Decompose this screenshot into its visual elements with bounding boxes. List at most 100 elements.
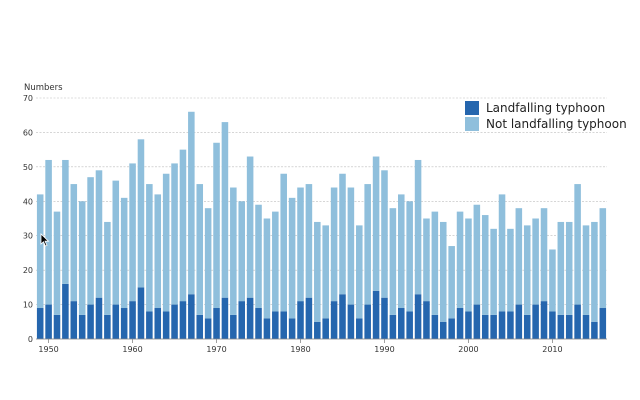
bar-not-landfalling	[137, 139, 145, 288]
bar-not-landfalling	[255, 204, 262, 309]
bar-landfalling	[255, 308, 262, 339]
y-tick-label: 0	[28, 335, 33, 344]
bar-landfalling	[230, 314, 237, 339]
bar-not-landfalling	[423, 218, 430, 302]
bar-not-landfalling	[591, 221, 598, 322]
x-tick-label: 1960	[122, 345, 142, 354]
bar-landfalling	[188, 294, 195, 339]
bar-landfalling	[204, 318, 212, 339]
bar-landfalling	[599, 308, 607, 339]
bar-landfalling	[280, 311, 287, 339]
bar-not-landfalling	[305, 184, 313, 298]
bar-not-landfalling	[549, 249, 556, 312]
bar-landfalling	[582, 314, 590, 339]
bar-landfalling	[95, 297, 103, 339]
bar-not-landfalling	[272, 211, 279, 312]
bar-not-landfalling	[162, 173, 170, 312]
bar-landfalling	[213, 308, 220, 339]
bar-not-landfalling	[465, 218, 472, 312]
x-tick-label: 2010	[542, 345, 562, 354]
bar-not-landfalling	[288, 197, 296, 319]
bar-landfalling	[146, 311, 153, 339]
bar-not-landfalling	[280, 173, 287, 312]
bar-landfalling	[179, 301, 187, 339]
bar-landfalling	[532, 304, 539, 339]
bar-landfalling	[431, 314, 439, 339]
bar-not-landfalling	[557, 221, 565, 315]
bar-landfalling	[456, 308, 464, 339]
bar-not-landfalling	[204, 208, 212, 319]
bar-landfalling	[448, 318, 455, 339]
bar-landfalling	[591, 321, 598, 339]
bar-landfalling	[263, 318, 271, 339]
bar-not-landfalling	[120, 197, 128, 309]
bar-not-landfalling	[565, 221, 573, 315]
bar-not-landfalling	[213, 142, 220, 309]
bar-not-landfalling	[414, 159, 422, 295]
bar-landfalling	[221, 297, 229, 339]
x-tick-label: 1990	[374, 345, 394, 354]
y-axis: 0 10 20 30 40 50 60 70	[23, 94, 33, 344]
bar-not-landfalling	[196, 184, 204, 315]
bar-landfalling	[389, 314, 397, 339]
bar-not-landfalling	[599, 208, 607, 309]
bar-landfalling	[414, 294, 422, 339]
bar-not-landfalling	[481, 215, 489, 315]
bar-landfalling	[356, 318, 363, 339]
bar-not-landfalling	[490, 228, 497, 315]
bar-landfalling	[347, 304, 355, 339]
bar-landfalling	[45, 304, 52, 339]
bar-not-landfalling	[154, 194, 162, 309]
bar-landfalling	[523, 314, 531, 339]
bar-landfalling	[481, 314, 489, 339]
bar-landfalling	[171, 304, 178, 339]
bar-landfalling	[53, 314, 61, 339]
bar-landfalling	[62, 283, 69, 339]
bar-not-landfalling	[356, 225, 363, 319]
bar-landfalling	[381, 297, 388, 339]
bar-landfalling	[322, 318, 329, 339]
bar-not-landfalling	[532, 218, 539, 305]
bar-landfalling	[112, 304, 120, 339]
bar-landfalling	[339, 294, 346, 339]
bar-not-landfalling	[372, 156, 380, 291]
bar-landfalling	[574, 304, 581, 339]
bar-landfalling	[515, 304, 523, 339]
bar-landfalling	[507, 311, 514, 339]
bar-not-landfalling	[246, 156, 254, 298]
x-tick-label: 1980	[290, 345, 310, 354]
bar-not-landfalling	[87, 177, 94, 305]
y-tick-label: 60	[23, 128, 33, 137]
bar-not-landfalling	[574, 184, 581, 305]
bar-landfalling	[272, 311, 279, 339]
y-tick-label: 40	[23, 197, 33, 206]
bar-not-landfalling	[263, 218, 271, 319]
bar-landfalling	[87, 304, 94, 339]
bar-not-landfalling	[347, 187, 355, 305]
legend-label-not-landfalling: Not landfalling typhoon	[486, 117, 627, 131]
mouse-pointer-icon	[40, 233, 50, 247]
bars	[36, 111, 607, 339]
bar-landfalling	[397, 308, 405, 339]
bar-not-landfalling	[129, 163, 136, 302]
bar-landfalling	[36, 308, 44, 339]
bar-landfalling	[473, 304, 481, 339]
bar-not-landfalling	[523, 225, 531, 315]
bar-landfalling	[549, 311, 556, 339]
bar-not-landfalling	[439, 221, 447, 322]
bar-not-landfalling	[45, 159, 52, 305]
bar-not-landfalling	[322, 225, 329, 319]
bar-not-landfalling	[95, 170, 103, 298]
bar-landfalling	[78, 314, 86, 339]
bar-not-landfalling	[78, 201, 86, 315]
bar-not-landfalling	[171, 163, 178, 305]
y-tick-label: 70	[23, 94, 33, 103]
bar-not-landfalling	[104, 221, 111, 315]
x-axis: 1950 1960 1970 1980 1990 2000 2010	[36, 338, 607, 354]
bar-not-landfalling	[297, 187, 304, 302]
bar-not-landfalling	[540, 208, 548, 302]
bar-landfalling	[330, 301, 338, 339]
bar-not-landfalling	[397, 194, 405, 309]
bar-landfalling	[372, 290, 380, 339]
